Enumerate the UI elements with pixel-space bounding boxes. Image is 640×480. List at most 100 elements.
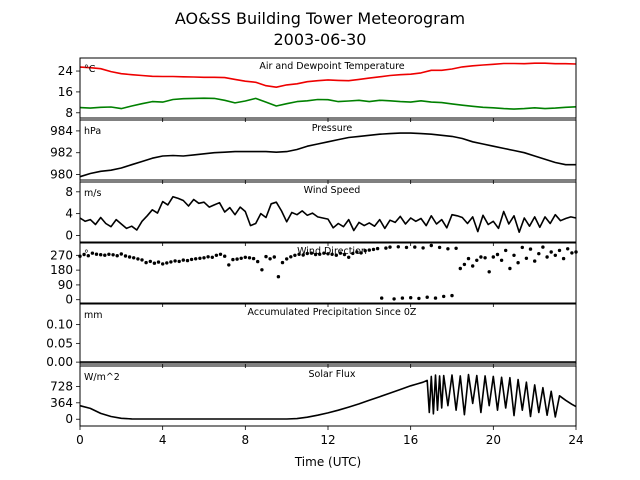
data-point (264, 254, 268, 259)
data-point (388, 245, 392, 249)
data-point (400, 296, 405, 300)
data-point (334, 253, 338, 257)
data-point (293, 253, 297, 257)
y-tick-label: 982 (50, 146, 73, 160)
data-point (504, 248, 508, 253)
panel-title: Wind Speed (304, 185, 361, 196)
data-point (156, 260, 161, 264)
y-tick-label: 980 (50, 168, 73, 182)
data-point (280, 260, 285, 265)
data-point (239, 256, 243, 260)
x-tick-label: 0 (76, 433, 84, 447)
y-tick-label: 4 (65, 207, 73, 221)
data-point (351, 251, 355, 256)
series-line-2 (79, 97, 577, 110)
data-point (491, 255, 495, 259)
y-tick-label: 8 (65, 185, 73, 199)
y-tick-label: 0 (65, 228, 73, 242)
data-point (442, 294, 446, 299)
data-point (161, 262, 165, 266)
data-point (380, 296, 384, 300)
panel-title: Wind Direction (297, 246, 367, 257)
data-point (309, 251, 314, 255)
data-point (111, 253, 115, 257)
data-point (433, 296, 438, 300)
data-point (413, 245, 417, 249)
panel-title: Solar Flux (309, 369, 356, 380)
y-tick-label: 180 (50, 263, 73, 277)
data-point (152, 261, 157, 265)
data-point (454, 246, 458, 250)
x-axis: 0 4 8 12 16 20 24 (76, 433, 583, 447)
data-point (392, 297, 396, 301)
data-point (557, 248, 562, 253)
series-line-1 (79, 195, 577, 233)
data-point (326, 252, 330, 256)
data-point (227, 263, 231, 267)
data-point (421, 246, 425, 250)
data-point (371, 247, 376, 252)
data-point (338, 251, 343, 255)
data-point (223, 254, 227, 258)
y-tick-label: 0.05 (46, 336, 73, 350)
panel-unit: hPa (84, 126, 101, 137)
y-tick-label: 984 (50, 124, 73, 138)
data-point (276, 275, 281, 279)
data-point (289, 255, 293, 259)
data-point (272, 255, 276, 259)
data-point (508, 266, 512, 271)
data-point (533, 259, 537, 263)
data-point (285, 257, 289, 261)
series-line-1 (79, 62, 577, 88)
y-tick-label: 8 (65, 106, 73, 120)
data-point (247, 256, 252, 260)
data-point (342, 252, 347, 257)
data-point (82, 252, 86, 257)
y-tick-label: 90 (58, 278, 73, 292)
panel-unit: W/m^2 (84, 372, 120, 383)
data-point (479, 255, 483, 259)
data-point (322, 251, 326, 255)
y-tick-label: 0.00 (46, 355, 73, 369)
y-tick-label: 270 (50, 248, 73, 262)
x-axis-label: Time (UTC) (294, 455, 361, 469)
y-tick-label: 728 (50, 379, 73, 393)
data-point (359, 251, 363, 255)
data-point (409, 296, 413, 300)
panel-title: Pressure (312, 123, 353, 134)
data-point (516, 261, 520, 265)
data-point (297, 252, 301, 256)
data-point (499, 258, 504, 262)
x-tick-label: 20 (486, 433, 501, 447)
data-point (347, 255, 351, 259)
data-point (466, 256, 471, 261)
data-point (99, 253, 103, 257)
data-point (520, 245, 524, 250)
panel-1: 8 16 24 Air and Dewpoint Temperature °C (58, 57, 577, 122)
y-tick-label: 364 (50, 396, 73, 410)
data-point (367, 248, 371, 252)
data-point (260, 268, 264, 272)
data-point (437, 245, 442, 250)
panel-6: 0 364 728 Solar Flux W/m^2 (50, 365, 577, 430)
data-point (136, 257, 140, 261)
data-point (318, 252, 322, 256)
data-point (86, 254, 91, 258)
data-point (384, 246, 388, 250)
data-point (185, 258, 190, 263)
panel-unit: m/s (84, 188, 101, 199)
panel-unit: ° (84, 249, 89, 260)
data-point (218, 252, 223, 256)
data-point (140, 258, 144, 262)
data-point (396, 245, 400, 249)
panel-title: Air and Dewpoint Temperature (259, 61, 404, 72)
y-tick-label: 0.10 (46, 318, 73, 332)
series-line-1 (79, 132, 576, 178)
data-point (363, 249, 367, 253)
y-tick-label: 24 (58, 64, 73, 78)
data-point (549, 250, 553, 254)
data-point (541, 245, 545, 249)
panel-title: Accumulated Precipitation Since 0Z (248, 307, 417, 318)
